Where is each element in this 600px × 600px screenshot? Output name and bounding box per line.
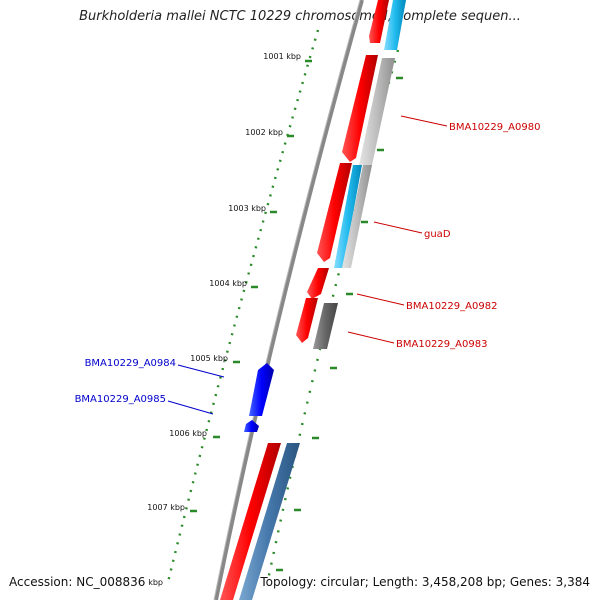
accession-text: Accession: NC_008836 [9, 575, 146, 589]
leader-lines [167, 115, 448, 415]
kbp-label: 1002 kbp [245, 128, 283, 137]
cds-a0982-red [307, 268, 329, 299]
kbp-label: 1007 kbp [147, 503, 185, 512]
map-title: Burkholderia mallei NCTC 10229 chromosom… [79, 9, 521, 24]
topology-text: Topology: circular; Length: 3,458,208 bp… [260, 575, 590, 589]
cds-a0983-grey [313, 303, 338, 349]
kbp-label: 1006 kbp [169, 429, 207, 438]
outer-tick-arc [266, 49, 400, 581]
kbp-labels: 1001 kbp 1002 kbp 1003 kbp 1004 kbp 1005… [147, 52, 301, 587]
cds-top-red [369, 0, 389, 43]
cds-a0982b-red [296, 298, 318, 343]
gene-labels: BMA10229_A0980 guaD BMA10229_A0982 BMA10… [75, 122, 541, 405]
cds-lower-red [220, 443, 281, 600]
minor-ticks [276, 76, 403, 572]
cds-a0980-grey [359, 58, 395, 165]
inner-tick-arc [166, 29, 320, 583]
gene-label-a0985: BMA10229_A0985 [75, 394, 166, 405]
cds-guaD-grey [342, 165, 372, 268]
kbp-label: 1005 kbp [190, 354, 228, 363]
cds-guaD-red [317, 163, 352, 262]
cds-guaD-sky [334, 165, 362, 268]
gene-label-a0983: BMA10229_A0983 [396, 339, 487, 350]
kbp-label: 1004 kbp [209, 279, 247, 288]
cds-a0980-red [342, 55, 378, 162]
cds-top-sky [384, 0, 406, 50]
kbp-label: 1001 kbp [263, 52, 301, 61]
gene-label-a0980: BMA10229_A0980 [449, 122, 540, 133]
major-ticks [190, 59, 312, 513]
gene-label-guad: guaD [424, 229, 451, 240]
gene-label-a0982: BMA10229_A0982 [406, 301, 497, 312]
cds-features [220, 0, 406, 600]
cds-lower-steel [239, 443, 300, 600]
kbp-label: 1003 kbp [228, 204, 266, 213]
kbp-label: kbp [148, 578, 163, 587]
cds-a0985-blue [244, 420, 259, 432]
backbone-circle [214, 0, 364, 600]
gene-label-a0984: BMA10229_A0984 [85, 358, 176, 369]
cds-a0984-blue [249, 363, 274, 416]
